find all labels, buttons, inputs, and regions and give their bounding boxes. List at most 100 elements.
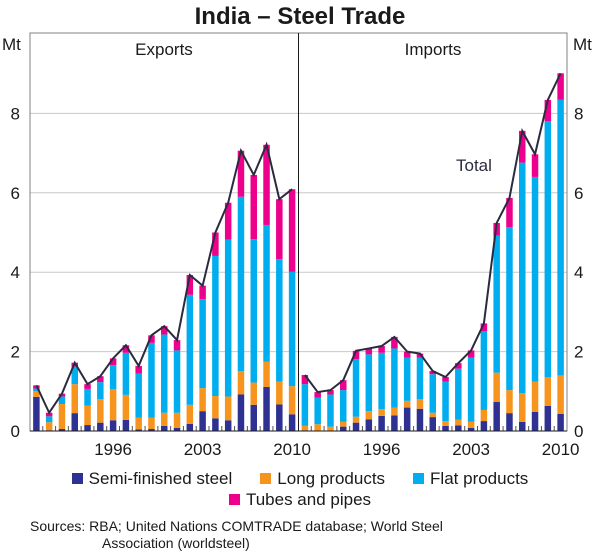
bar-tubes-exports-2010 [288, 189, 296, 272]
bar-long-imports-1996 [378, 409, 385, 416]
legend-swatch-flat [413, 473, 425, 484]
bar-tubes-exports-2002 [186, 274, 194, 295]
bar-long-exports-2007 [250, 382, 257, 405]
x-tick-labels: 1996 2003 2010 1996 2003 2010 [94, 440, 579, 459]
bar-long-exports-2009 [276, 381, 283, 405]
bar-semi-exports-2008 [263, 386, 270, 431]
legend-label: Long products [277, 468, 386, 488]
total-annotation: Total [456, 156, 492, 175]
bar-long-imports-2010 [557, 375, 564, 414]
bar-semi-imports-2003 [467, 427, 475, 431]
bar-flat-imports-2008 [531, 176, 539, 382]
bar-tubes-exports-2004 [212, 232, 219, 256]
bar-tubes-imports-1999 [416, 353, 424, 358]
bar-long-exports-2005 [224, 396, 232, 421]
bar-flat-imports-1996 [378, 352, 385, 410]
x-tick-label: 2010 [542, 440, 580, 459]
total-lines [35, 72, 562, 415]
bar-tubes-imports-2001 [442, 377, 449, 382]
bar-long-imports-2004 [480, 409, 488, 422]
bar-long-exports-2006 [237, 371, 245, 395]
bar-semi-imports-2008 [531, 411, 539, 431]
bar-flat-exports-2006 [237, 196, 245, 372]
bar-flat-imports-1994 [352, 359, 360, 417]
bar-tubes-imports-1992 [327, 390, 334, 395]
bar-long-imports-1995 [365, 411, 373, 420]
bar-semi-imports-2009 [544, 405, 552, 431]
bar-semi-imports-1995 [365, 419, 373, 431]
chart-title: India – Steel Trade [195, 3, 406, 30]
bar-semi-exports-1998 [135, 429, 142, 431]
bar-flat-imports-1990 [301, 384, 309, 426]
bars [33, 73, 564, 431]
bar-tubes-exports-2005 [224, 202, 232, 240]
bar-tubes-exports-1999 [148, 335, 155, 343]
legend-swatch-long [260, 473, 272, 484]
bar-long-imports-1993 [340, 421, 347, 427]
bar-flat-imports-1993 [340, 390, 347, 422]
bar-long-imports-1992 [327, 426, 334, 431]
bar-semi-imports-1997 [391, 415, 398, 431]
x-tick-label: 2010 [273, 440, 311, 459]
total-line-imports [304, 72, 562, 394]
sources-note: Sources: RBA; United Nations COMTRADE da… [30, 518, 443, 552]
bar-long-imports-2002 [455, 419, 462, 426]
bar-long-exports-1992 [58, 404, 66, 430]
bar-flat-imports-1997 [391, 348, 398, 408]
legend-label: Semi-finished steel [88, 468, 233, 488]
x-tick-label: 2003 [184, 440, 222, 459]
bar-tubes-exports-2003 [199, 285, 206, 300]
bar-semi-exports-1990 [33, 396, 40, 431]
legend-swatch-tubes [228, 494, 240, 505]
bar-tubes-exports-2008 [263, 144, 270, 225]
y-tick-label-left: 0 [11, 422, 20, 441]
bar-tubes-imports-1998 [403, 351, 411, 358]
bar-tubes-imports-2002 [455, 363, 462, 369]
bar-semi-imports-2001 [442, 425, 449, 431]
y-tick-label-left: 6 [11, 184, 20, 203]
panel-title-exports: Exports [135, 40, 193, 59]
bar-semi-imports-2010 [557, 413, 564, 431]
bar-semi-exports-1995 [97, 422, 104, 431]
bar-flat-exports-2005 [224, 239, 232, 397]
y-tick-label-right: 2 [574, 343, 583, 362]
bar-long-imports-2000 [429, 412, 436, 418]
bar-tubes-exports-1995 [97, 376, 104, 383]
x-tick-label: 1996 [94, 440, 132, 459]
bar-flat-exports-2008 [263, 224, 270, 362]
bar-long-exports-1995 [97, 399, 104, 423]
bar-tubes-imports-1990 [301, 375, 309, 385]
y-tick-label-left: 4 [11, 263, 20, 282]
bar-flat-imports-2003 [467, 357, 475, 422]
bar-semi-imports-2004 [480, 421, 488, 431]
bar-tubes-imports-1993 [340, 380, 347, 391]
bar-tubes-exports-2007 [250, 174, 257, 240]
y-tick-labels: 0 0 2 2 4 4 6 6 8 8 [11, 104, 584, 441]
bar-flat-exports-2001 [173, 350, 181, 413]
bar-semi-exports-1999 [148, 429, 155, 431]
bar-flat-exports-2007 [250, 239, 257, 383]
bar-flat-imports-2004 [480, 331, 488, 410]
bar-long-exports-2003 [199, 388, 206, 412]
bar-semi-exports-2007 [250, 404, 257, 431]
bar-semi-imports-1998 [403, 407, 411, 431]
bar-semi-exports-2006 [237, 394, 245, 431]
bar-tubes-exports-2009 [276, 199, 283, 260]
bar-flat-exports-1990 [33, 388, 40, 392]
bar-long-exports-1999 [148, 417, 155, 430]
y-tick-label-left: 2 [11, 343, 20, 362]
bar-tubes-imports-2008 [531, 154, 539, 177]
total-line-exports [35, 141, 293, 415]
bar-semi-exports-2001 [173, 427, 181, 431]
bar-semi-imports-2000 [429, 417, 436, 431]
bar-flat-exports-1999 [148, 342, 155, 418]
bar-tubes-imports-1994 [352, 350, 360, 360]
bar-semi-exports-1992 [58, 429, 66, 431]
panel-title-imports: Imports [405, 40, 462, 59]
bar-flat-imports-2005 [493, 235, 500, 373]
bar-flat-imports-2000 [429, 374, 436, 413]
bar-long-exports-1998 [135, 417, 142, 430]
bar-tubes-exports-2000 [161, 326, 168, 335]
bar-semi-exports-2004 [212, 418, 219, 431]
bar-semi-imports-1999 [416, 408, 424, 431]
